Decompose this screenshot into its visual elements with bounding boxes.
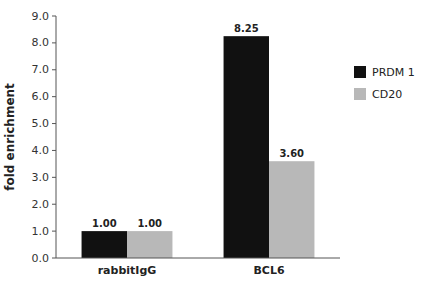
data-label: 3.60 [279,148,304,159]
y-tick [52,69,56,70]
legend: PRDM 1 CD20 [354,66,415,101]
y-tick-label: 6.0 [32,90,50,103]
data-label: 1.00 [137,218,162,229]
x-axis-line [56,258,340,259]
legend-label: PRDM 1 [372,66,415,79]
y-axis-label: fold enrichment [3,83,17,191]
data-label: 8.25 [234,23,259,34]
x-tick-label: BCL6 [253,264,284,277]
y-tick [52,231,56,232]
bar [127,231,172,258]
legend-swatch [354,88,366,100]
x-tick-label: rabbitIgG [98,264,157,277]
x-axis: rabbitIgG BCL6 [56,258,340,277]
chart: 0.0 1.0 2.0 3.0 4.0 5.0 6.0 7.0 8.0 9.0 fold enric… [0,0,440,291]
y-tick [52,96,56,97]
y-tick [52,42,56,43]
bar [224,36,269,258]
y-tick [52,123,56,124]
y-tick-label: 7.0 [32,63,50,76]
y-axis-line [56,16,57,258]
legend-swatch [354,66,366,78]
y-tick-label: 4.0 [32,144,50,157]
data-label: 1.00 [92,218,117,229]
y-tick-label: 0.0 [32,252,50,265]
bar [82,231,127,258]
bar [269,161,314,258]
y-tick-label: 1.0 [32,225,50,238]
legend-label: CD20 [372,88,402,101]
y-tick [52,258,56,259]
y-tick-label: 8.0 [32,36,50,49]
y-tick [52,204,56,205]
bars [82,36,315,258]
y-tick-label: 2.0 [32,198,50,211]
y-tick [52,16,56,17]
data-labels: 1.00 8.25 1.00 3.60 [92,23,304,229]
y-tick-label: 5.0 [32,117,50,130]
y-axis: 0.0 1.0 2.0 3.0 4.0 5.0 6.0 7.0 8.0 9.0 [32,10,57,265]
y-tick-label: 9.0 [32,10,50,23]
y-tick-label: 3.0 [32,171,50,184]
y-tick [52,177,56,178]
y-tick [52,150,56,151]
